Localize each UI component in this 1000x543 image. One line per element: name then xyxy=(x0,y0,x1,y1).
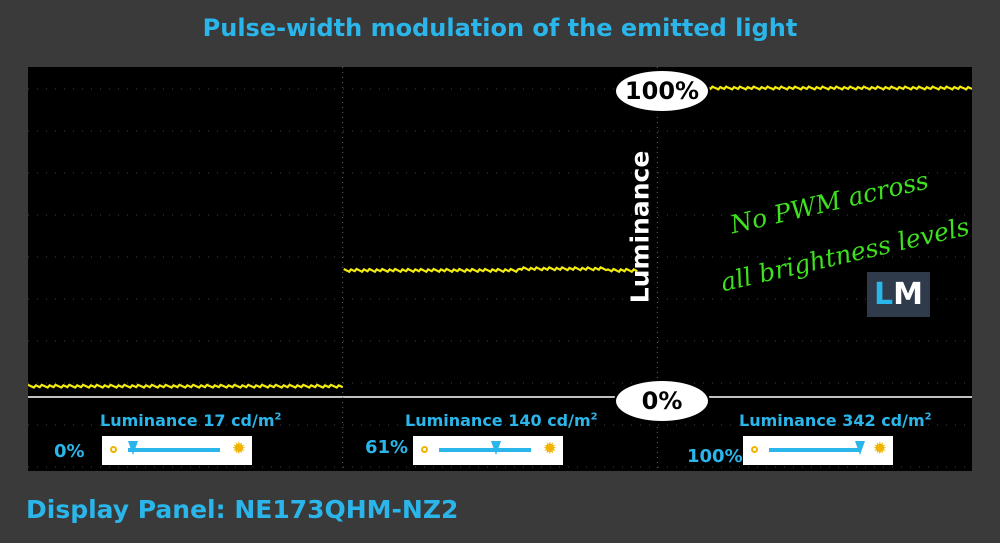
bright-sun-icon: ✹ xyxy=(542,439,557,459)
display-panel-label: Display Panel: NE173QHM-NZ2 xyxy=(26,495,459,524)
brightness-slider-2: ✹ xyxy=(413,436,563,465)
indicator-percent-3: 100% xyxy=(687,446,743,467)
indicator-text-1: Luminance 17 cd/m xyxy=(100,411,275,430)
slider-thumb xyxy=(855,441,865,455)
indicator-text-3: Luminance 342 cd/m xyxy=(739,411,925,430)
indicator-percent-2: 61% xyxy=(365,437,409,458)
slider-track xyxy=(128,448,220,452)
indicator-percent-1: 0% xyxy=(54,441,85,462)
oscilloscope-plot xyxy=(28,67,972,471)
indicator-sup-3: 2 xyxy=(924,411,932,423)
indicator-text-2: Luminance 140 cd/m xyxy=(405,411,591,430)
dim-sun-icon xyxy=(751,446,758,453)
slider-track xyxy=(769,448,861,452)
indicator-sup-2: 2 xyxy=(590,411,598,423)
chart-title: Pulse-width modulation of the emitted li… xyxy=(202,14,798,42)
trace-series-2 xyxy=(343,266,638,274)
dim-sun-icon xyxy=(110,446,117,453)
slider-track xyxy=(439,448,531,452)
trace-series-1 xyxy=(28,383,344,389)
indicator-label-3: Luminance 342 cd/m2 xyxy=(739,411,932,430)
marker-100-percent: 100% xyxy=(614,69,710,113)
indicator-label-2: Luminance 140 cd/m2 xyxy=(405,411,598,430)
marker-0-percent: 0% xyxy=(614,379,710,423)
slider-thumb xyxy=(128,441,138,455)
logo-letter-m: M xyxy=(893,277,923,312)
slider-thumb xyxy=(491,441,502,455)
y-axis-label: Luminance xyxy=(625,150,655,304)
indicator-label-1: Luminance 17 cd/m2 xyxy=(100,411,281,430)
bright-sun-icon: ✹ xyxy=(872,439,887,459)
logo-letter-l: L xyxy=(874,277,894,312)
brightness-slider-1: ✹ xyxy=(102,436,252,465)
brightness-slider-3: ✹ xyxy=(743,436,893,465)
indicator-sup-1: 2 xyxy=(274,411,282,423)
bright-sun-icon: ✹ xyxy=(231,439,246,459)
dim-sun-icon xyxy=(421,446,428,453)
